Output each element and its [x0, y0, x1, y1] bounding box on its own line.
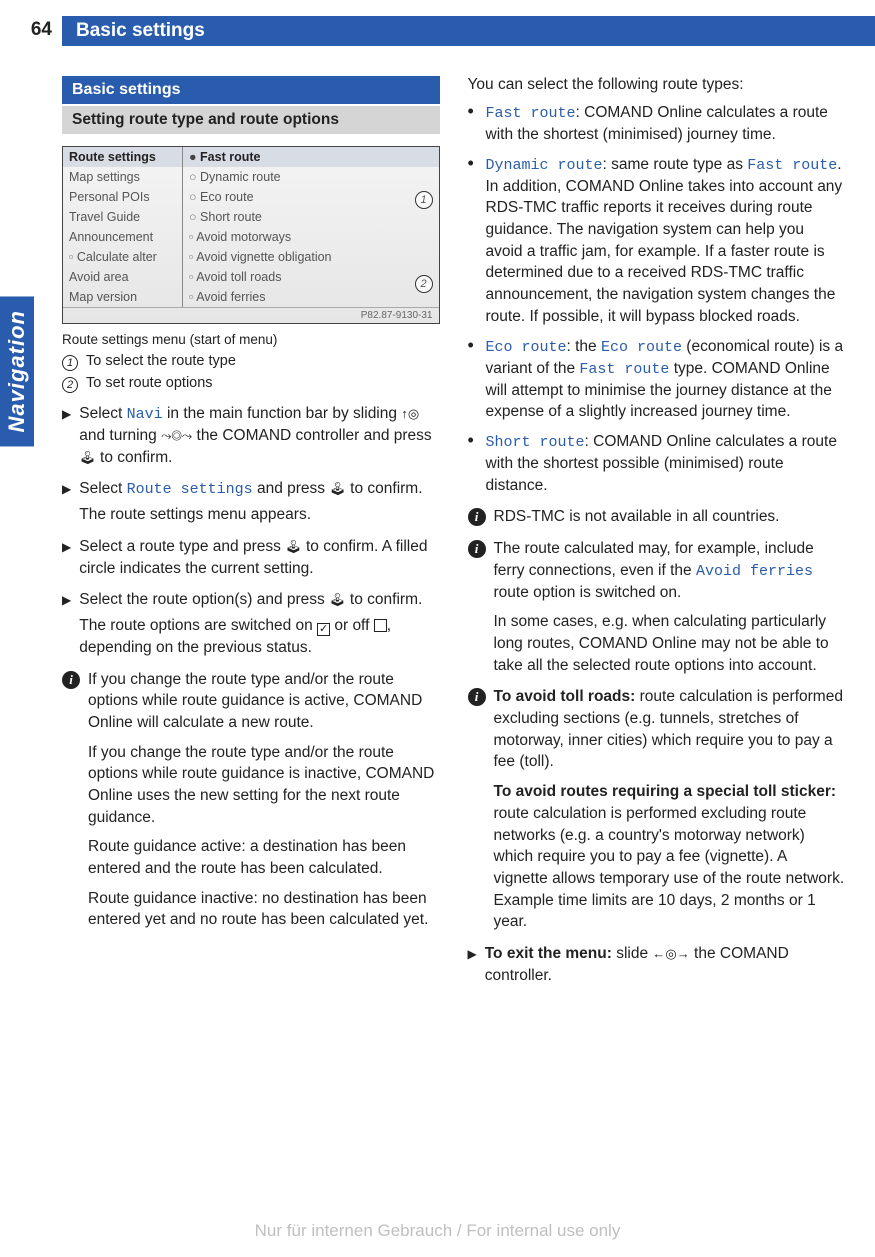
ss-left-item: Calculate alter — [63, 247, 182, 267]
ui-term: Navi — [127, 406, 163, 423]
subsection-heading: Setting route type and route options — [62, 106, 440, 134]
right-column: You can select the following route types… — [468, 76, 846, 996]
intro-text: You can select the following route types… — [468, 76, 846, 94]
bullet-text: Short route: COMAND Online calculates a … — [486, 431, 846, 496]
route-settings-screenshot: Route settings Map settings Personal POI… — [62, 146, 440, 324]
info-text: The route calculated may, for example, i… — [494, 538, 846, 676]
left-column: Basic settings Setting route type and ro… — [62, 76, 440, 996]
turn-icon: ⤳◎⤳ — [161, 427, 192, 445]
route-type-item: Fast route: COMAND Online calculates a r… — [468, 102, 846, 146]
ui-term: Fast route — [486, 105, 576, 122]
ss-right-item: Dynamic route — [183, 167, 439, 187]
info-text: RDS-TMC is not available in all countrie… — [494, 506, 846, 528]
ss-right-item: Avoid motorways — [183, 227, 439, 247]
checked-box-icon: ✓ — [317, 623, 330, 636]
bullet-icon — [468, 102, 478, 146]
slide-lr-icon: ←◎→ — [652, 945, 689, 963]
ui-term: Route settings — [127, 481, 253, 498]
ui-term: Fast route — [579, 361, 669, 378]
press-icon: 🕹 — [285, 538, 302, 556]
unchecked-box-icon — [374, 619, 387, 632]
step-text: Select Navi in the main function bar by … — [79, 403, 439, 468]
ss-left-item: Avoid area — [63, 267, 182, 287]
step-marker-icon: ▶ — [62, 406, 71, 468]
route-type-item: Short route: COMAND Online calculates a … — [468, 431, 846, 496]
chapter-tab: Navigation — [0, 296, 34, 446]
callout-1-icon: 1 — [415, 191, 433, 209]
ss-left-item: Map version — [63, 287, 182, 307]
content-area: Basic settings Setting route type and ro… — [0, 46, 875, 996]
press-icon: 🕹 — [329, 480, 346, 498]
screenshot-id: P82.87-9130-31 — [63, 307, 439, 323]
ss-left-item: Route settings — [63, 147, 182, 167]
callout-num-icon: 2 — [62, 377, 78, 393]
step-marker-icon: ▶ — [62, 592, 71, 658]
bullet-icon — [468, 154, 478, 328]
ui-term: Fast route — [747, 157, 837, 174]
step-text: Select a route type and press 🕹 to confi… — [79, 536, 439, 579]
instruction-step: ▶ Select a route type and press 🕹 to con… — [62, 536, 440, 579]
ss-right-item: Avoid ferries — [183, 287, 439, 307]
instruction-step: ▶ Select the route option(s) and press 🕹… — [62, 589, 440, 658]
step-text: To exit the menu: slide ←◎→ the COMAND c… — [485, 943, 845, 986]
callout-1: 1 To select the route type — [62, 353, 440, 371]
ui-term: Avoid ferries — [696, 563, 813, 580]
watermark-text: Nur für internen Gebrauch / For internal… — [0, 1221, 875, 1241]
press-icon: 🕹 — [79, 449, 96, 467]
bullet-text: Eco route: the Eco route (economical rou… — [486, 336, 846, 423]
press-icon: 🕹 — [329, 591, 346, 609]
slide-up-icon: ↑◎ — [401, 405, 419, 423]
callout-2: 2 To set route options — [62, 375, 440, 393]
ss-right-item: Avoid vignette obligation — [183, 247, 439, 267]
info-note: i RDS-TMC is not available in all countr… — [468, 506, 846, 528]
ss-right-item: Eco route — [183, 187, 439, 207]
ss-left-item: Personal POIs — [63, 187, 182, 207]
ss-left-item: Map settings — [63, 167, 182, 187]
step-marker-icon: ▶ — [62, 481, 71, 526]
ui-term: Eco route — [601, 339, 682, 356]
callout-2-icon: 2 — [415, 275, 433, 293]
bullet-icon — [468, 336, 478, 423]
info-icon: i — [468, 540, 486, 558]
page-title: Basic settings — [62, 16, 875, 46]
screenshot-left-menu: Route settings Map settings Personal POI… — [63, 147, 183, 307]
ui-term: Eco route — [486, 339, 567, 356]
bullet-text: Dynamic route: same route type as Fast r… — [486, 154, 846, 328]
step-marker-icon: ▶ — [468, 946, 477, 986]
step-text: Select the route option(s) and press 🕹 t… — [79, 589, 439, 658]
callout-text: To select the route type — [86, 353, 236, 371]
info-note: i The route calculated may, for example,… — [468, 538, 846, 676]
info-text: To avoid toll roads: route calculation i… — [494, 686, 846, 933]
ss-left-item: Announcement — [63, 227, 182, 247]
step-text: Select Route settings and press 🕹 to con… — [79, 478, 439, 526]
instruction-step: ▶ To exit the menu: slide ←◎→ the COMAND… — [468, 943, 846, 986]
figure-caption: Route settings menu (start of menu) — [62, 332, 440, 347]
screenshot-right-menu: Fast route Dynamic route Eco route Short… — [183, 147, 439, 307]
info-text: If you change the route type and/or the … — [88, 669, 440, 932]
info-icon: i — [62, 671, 80, 689]
route-type-item: Eco route: the Eco route (economical rou… — [468, 336, 846, 423]
ui-term: Short route — [486, 434, 585, 451]
ss-right-item: Avoid toll roads — [183, 267, 439, 287]
callout-num-icon: 1 — [62, 355, 78, 371]
info-note: i If you change the route type and/or th… — [62, 669, 440, 932]
page-number: 64 — [0, 16, 62, 46]
info-note: i To avoid toll roads: route calculation… — [468, 686, 846, 933]
callout-text: To set route options — [86, 375, 213, 393]
bullet-text: Fast route: COMAND Online calculates a r… — [486, 102, 846, 146]
info-icon: i — [468, 688, 486, 706]
info-icon: i — [468, 508, 486, 526]
ss-right-item: Short route — [183, 207, 439, 227]
step-marker-icon: ▶ — [62, 539, 71, 579]
page-header: 64 Basic settings — [0, 16, 875, 46]
ui-term: Dynamic route — [486, 157, 603, 174]
route-type-item: Dynamic route: same route type as Fast r… — [468, 154, 846, 328]
instruction-step: ▶ Select Navi in the main function bar b… — [62, 403, 440, 468]
instruction-step: ▶ Select Route settings and press 🕹 to c… — [62, 478, 440, 526]
section-heading: Basic settings — [62, 76, 440, 104]
ss-right-item: Fast route — [183, 147, 439, 167]
ss-left-item: Travel Guide — [63, 207, 182, 227]
bullet-icon — [468, 431, 478, 496]
